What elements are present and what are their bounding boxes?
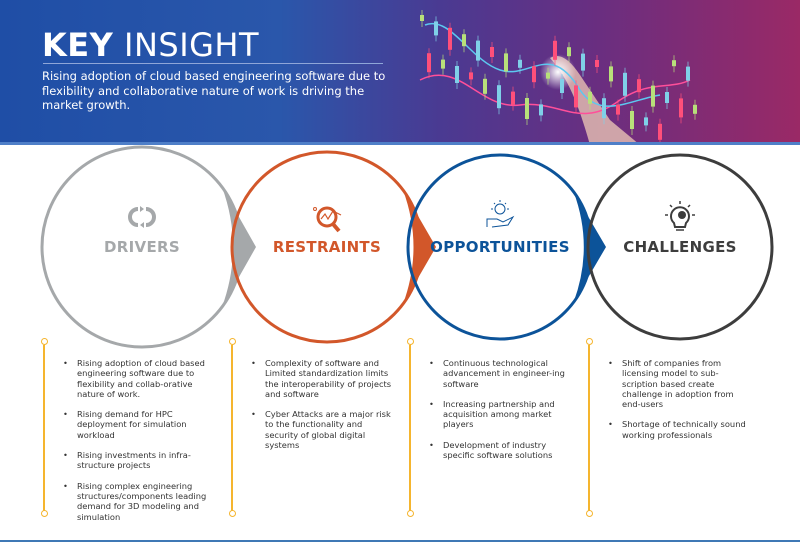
opportunities-label: OPPORTUNITIES [430, 238, 570, 256]
timeline-line [43, 345, 45, 515]
arrow-right-icon [222, 187, 256, 307]
challenges-bullets: Shift of companies from licensing model … [608, 358, 753, 450]
candle [581, 53, 585, 71]
cycle-icon [128, 206, 156, 228]
bullet-item: Rising complex engineering structures/co… [63, 481, 213, 522]
timeline-dot [40, 510, 48, 517]
opportunities-circle [406, 153, 606, 341]
candle [455, 66, 459, 83]
candle [658, 123, 662, 140]
candle [679, 98, 683, 118]
candle [511, 91, 515, 105]
candle [595, 60, 599, 67]
hand-idea-icon [486, 200, 515, 228]
arrow-right-icon [573, 191, 606, 303]
candle [525, 98, 529, 119]
bullet-item: Continuous technological advancement in … [429, 358, 574, 389]
candle [553, 40, 557, 60]
magnifier-chart-icon [313, 206, 342, 233]
candle [497, 85, 501, 109]
timeline-dot [40, 338, 48, 345]
opportunities-bullets: Continuous technological advancement in … [429, 358, 574, 470]
restraints-bullets: Complexity of software and Limited stand… [251, 358, 396, 460]
bullet-item: Cyber Attacks are a major risk to the fu… [251, 409, 396, 450]
candle [574, 85, 578, 108]
drivers-bullets: Rising adoption of cloud based engineeri… [63, 358, 213, 532]
candle [567, 47, 571, 57]
candle [602, 98, 606, 119]
stock-chart-hand-image [419, 10, 697, 145]
timeline-line [588, 345, 590, 515]
candle [427, 53, 431, 73]
bullet-item: Shift of companies from licensing model … [608, 358, 753, 409]
candle [651, 85, 655, 107]
timeline-dot [406, 510, 414, 517]
candle [637, 79, 641, 93]
candle [490, 47, 494, 57]
bottom-rule [0, 540, 800, 542]
bullet-item: Rising investments in infra-structure pr… [63, 450, 213, 471]
bulb-gear-icon [665, 201, 695, 231]
candle [518, 59, 522, 68]
restraints-label: RESTRAINTS [272, 238, 382, 256]
key-insight-banner: KEY INSIGHT Rising adoption of cloud bas… [0, 0, 800, 145]
bullet-item: Shortage of technically sound working pr… [608, 419, 753, 440]
candle [483, 78, 487, 94]
banner-title: KEY INSIGHT [42, 26, 260, 64]
drivers-label: DRIVERS [104, 238, 180, 256]
bullet-item: Increasing partnership and acquisition a… [429, 399, 574, 430]
candle [630, 111, 634, 129]
candle [441, 59, 445, 69]
candle [448, 27, 452, 50]
candle [532, 66, 536, 83]
timeline-dot [585, 510, 593, 517]
timeline-dot [228, 510, 236, 517]
timeline-line [231, 345, 233, 515]
candle [504, 53, 508, 72]
candle [539, 104, 543, 116]
timeline-line [409, 345, 411, 515]
candle [623, 72, 627, 96]
candle [469, 72, 473, 80]
candle [644, 117, 648, 126]
challenges-circle [586, 153, 774, 341]
candle [693, 104, 697, 114]
candle [476, 40, 480, 61]
bullet-item: Rising adoption of cloud based engineeri… [63, 358, 213, 399]
candle [672, 60, 676, 67]
banner-underline [0, 142, 800, 145]
timeline-dot [406, 338, 414, 345]
challenges-label: CHALLENGES [623, 238, 737, 256]
candle [686, 66, 690, 81]
bullet-item: Complexity of software and Limited stand… [251, 358, 396, 399]
candle [434, 21, 438, 36]
candle [420, 15, 424, 21]
candle [546, 72, 550, 79]
candle [462, 34, 466, 47]
candle [609, 66, 613, 82]
bullet-item: Rising demand for HPC deployment for sim… [63, 409, 213, 440]
candle [616, 104, 620, 115]
bullet-item: Development of industry specific softwar… [429, 440, 574, 461]
timeline-dot [228, 338, 236, 345]
candle [665, 92, 669, 103]
drivers-circle [40, 145, 256, 349]
timeline-dot [585, 338, 593, 345]
candle [588, 91, 592, 104]
banner-subtitle: Rising adoption of cloud based engineeri… [42, 69, 386, 112]
candle [560, 79, 564, 93]
divider [43, 63, 383, 64]
